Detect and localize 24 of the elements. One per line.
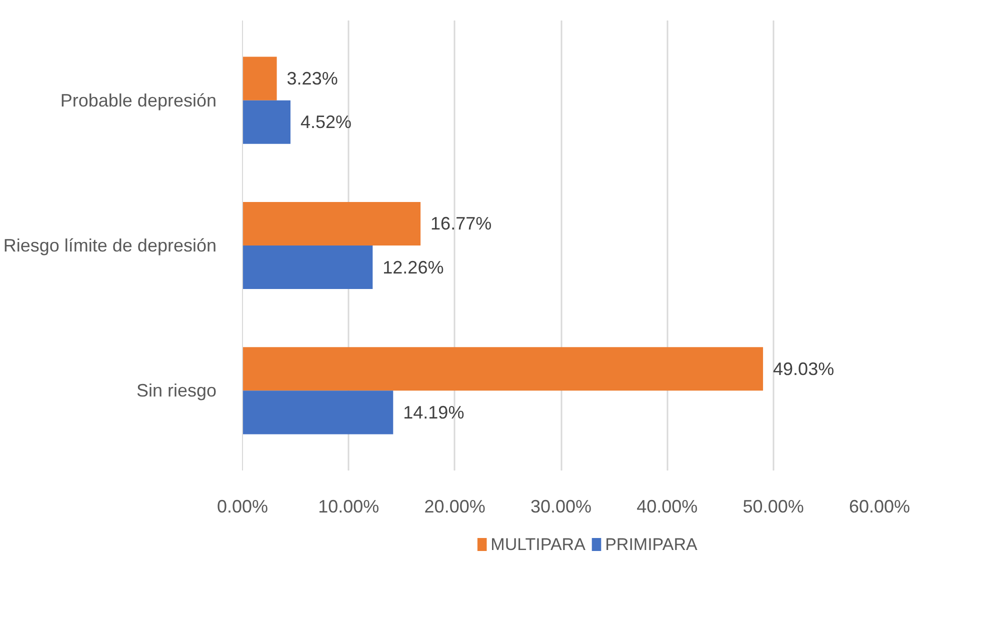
x-tick-label: 50.00%: [742, 496, 804, 516]
y-tick-label: Riesgo límite de depresión: [3, 236, 217, 256]
bar: [242, 100, 290, 144]
x-tick-label: 40.00%: [636, 496, 698, 516]
y-tick-label: Probable depresión: [60, 90, 217, 110]
bar: [242, 390, 394, 434]
x-tick-label: 60.00%: [848, 496, 910, 516]
legend-label: PRIMIPARA: [605, 535, 698, 554]
x-tick-label: 10.00%: [318, 496, 380, 516]
x-tick-label: 20.00%: [424, 496, 486, 516]
data-label: 3.23%: [286, 68, 338, 89]
legend-label: MULTIPARA: [490, 535, 586, 554]
data-label: 49.03%: [773, 358, 834, 379]
data-label: 14.19%: [403, 402, 464, 422]
bar: [242, 202, 421, 246]
bar: [242, 347, 764, 391]
y-tick-label: Sin riesgo: [136, 380, 217, 401]
data-label: 4.52%: [300, 112, 352, 132]
x-tick-label: 30.00%: [530, 496, 592, 516]
bar: [242, 246, 373, 290]
data-label: 12.26%: [382, 257, 444, 278]
x-tick-label: 0.00%: [216, 496, 268, 516]
bar: [242, 56, 277, 100]
data-label: 16.77%: [430, 214, 492, 234]
